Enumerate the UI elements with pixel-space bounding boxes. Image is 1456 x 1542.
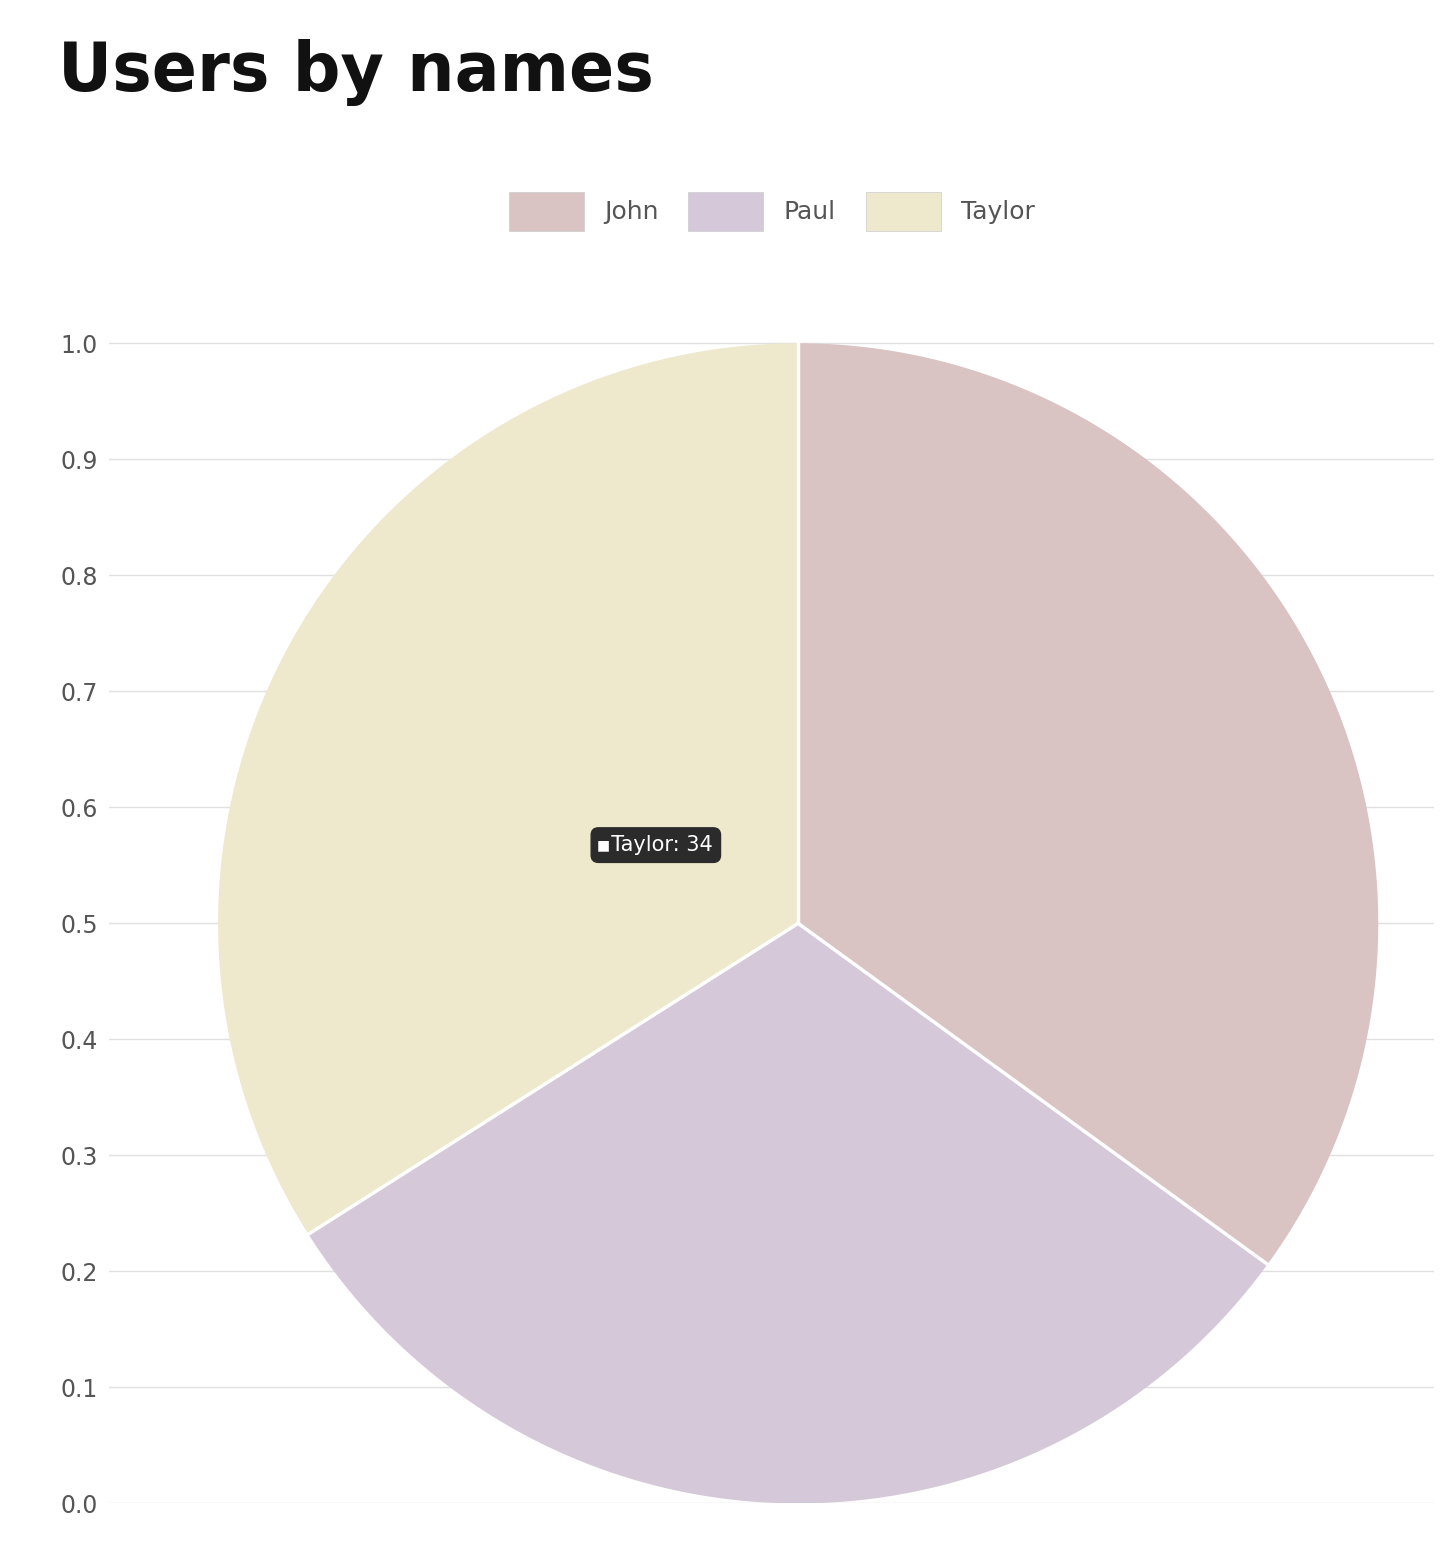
Text: Users by names: Users by names xyxy=(58,39,654,105)
Text: Taylor: 34: Taylor: 34 xyxy=(598,836,713,856)
Polygon shape xyxy=(218,344,798,1234)
Polygon shape xyxy=(309,924,1268,1503)
Polygon shape xyxy=(798,344,1379,1264)
Legend: John, Paul, Taylor: John, Paul, Taylor xyxy=(499,182,1044,241)
Text: ■: ■ xyxy=(597,839,610,853)
